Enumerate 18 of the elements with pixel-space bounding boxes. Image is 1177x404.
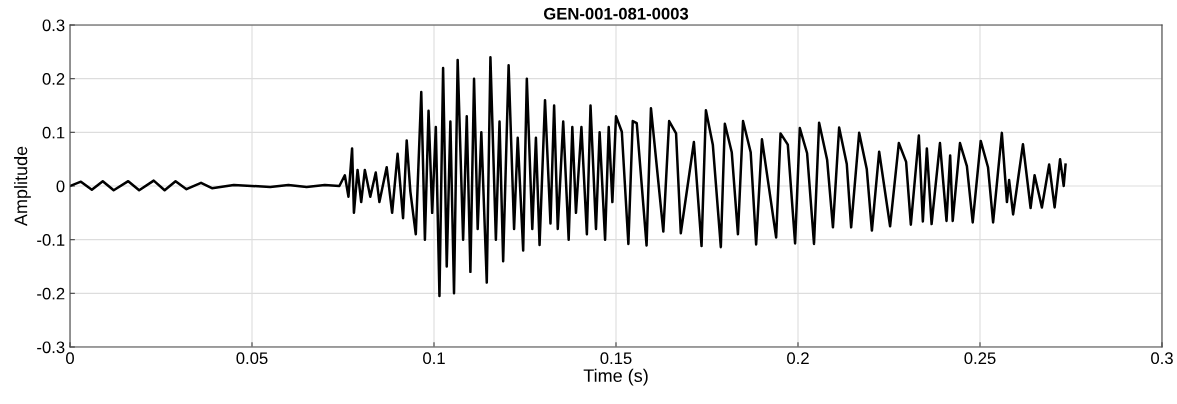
y-tick-label: 0 xyxy=(56,180,65,193)
y-tick-label: -0.1 xyxy=(37,234,65,246)
y-axis-title: Amplitude xyxy=(14,146,31,227)
x-tick-label: 0.15 xyxy=(600,352,632,365)
x-tick-label: 0.25 xyxy=(964,352,996,365)
line-series xyxy=(70,55,1067,298)
y-tick-label: 0.2 xyxy=(42,73,65,85)
y-tick-label: -0.3 xyxy=(37,341,65,354)
chart-title: GEN-001-081-0003 xyxy=(543,7,689,20)
y-tick-label: 0.3 xyxy=(42,19,65,32)
x-tick-label: 0.05 xyxy=(236,352,268,365)
y-tick-label: -0.2 xyxy=(37,287,65,300)
x-tick-label: 0 xyxy=(66,352,74,365)
x-tick-label: 0.2 xyxy=(787,352,809,365)
x-axis-title: Time (s) xyxy=(583,368,648,386)
x-tick-label: 0.3 xyxy=(1151,352,1173,365)
y-tick-label: 0.1 xyxy=(42,126,65,139)
x-tick-label: 0.1 xyxy=(423,352,445,365)
